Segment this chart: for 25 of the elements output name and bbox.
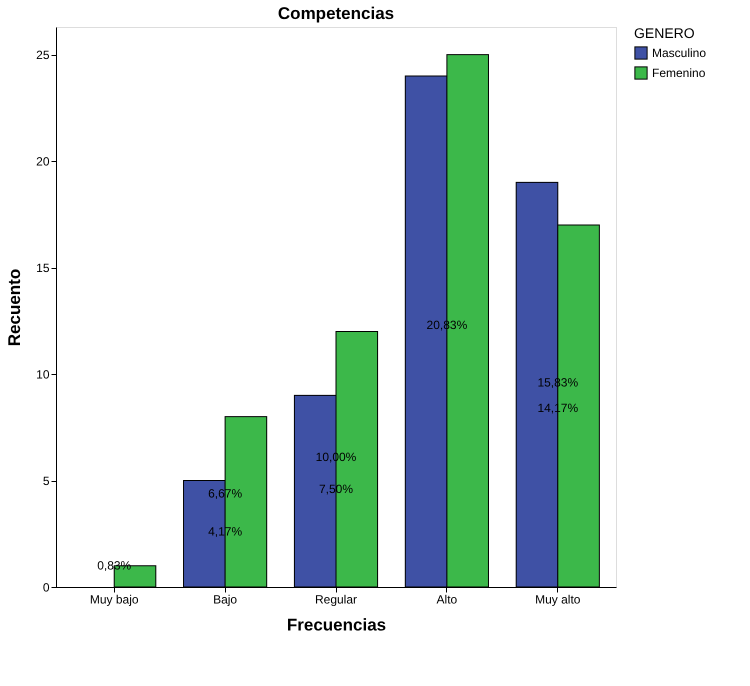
annotation: 0,83% xyxy=(97,558,132,573)
x-tick-label: Muy alto xyxy=(535,592,581,606)
annotation: 4,17% xyxy=(208,524,242,539)
y-tick-label: 5 xyxy=(42,474,50,488)
legend-label: Femenino xyxy=(652,66,706,80)
annotation: 10,00% xyxy=(316,450,357,464)
x-tick-label: Alto xyxy=(436,592,458,606)
y-tick-label: 25 xyxy=(36,48,50,62)
y-tick-label: 20 xyxy=(36,154,50,169)
y-tick-label: 10 xyxy=(36,368,50,382)
legend-label: Masculino xyxy=(652,46,706,60)
x-tick-label: Regular xyxy=(314,592,358,606)
annotation: 6,67% xyxy=(208,486,242,500)
annotation: 14,17% xyxy=(537,401,578,416)
x-axis-title: Frecuencias xyxy=(286,616,386,634)
y-tick-label: 0 xyxy=(42,580,50,594)
chart-title: Competencias xyxy=(278,4,394,23)
x-tick-label: Bajo xyxy=(213,592,238,606)
x-tick-label: Muy bajo xyxy=(90,592,139,606)
legend-title: GENERO xyxy=(634,25,695,41)
y-tick-label: 15 xyxy=(36,261,50,276)
annotation: 15,83% xyxy=(537,376,578,390)
annotation: 20,83% xyxy=(426,318,468,332)
annotation: 7,50% xyxy=(318,482,354,496)
y-axis-title: Recuento xyxy=(5,268,24,346)
